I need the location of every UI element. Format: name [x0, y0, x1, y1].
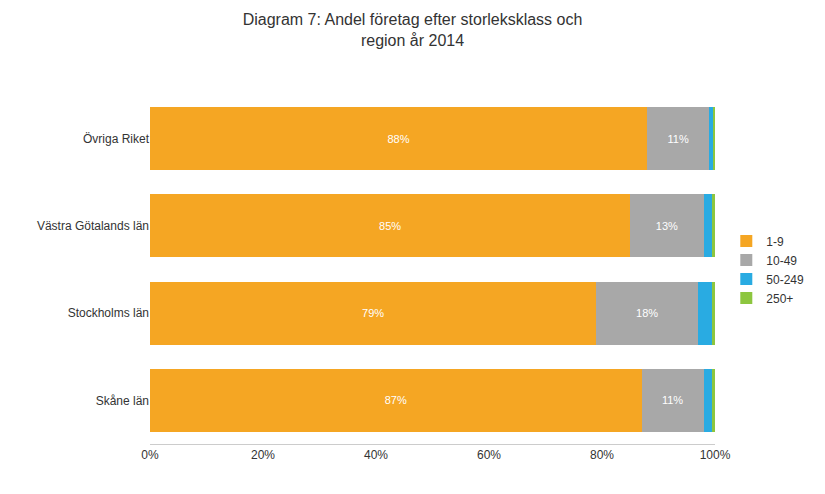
svg-text:18%: 18%	[636, 307, 658, 319]
svg-text:50-249: 50-249	[766, 273, 804, 287]
svg-text:Övriga Riket: Övriga Riket	[83, 132, 150, 146]
svg-text:79%: 79%	[362, 307, 384, 319]
svg-text:40%: 40%	[364, 448, 388, 462]
svg-text:Skåne län: Skåne län	[96, 394, 149, 408]
svg-text:100%: 100%	[700, 448, 731, 462]
svg-text:10-49: 10-49	[766, 254, 797, 268]
svg-text:Västra Götalands län: Västra Götalands län	[37, 219, 149, 233]
svg-text:11%: 11%	[668, 133, 689, 145]
svg-text:11%: 11%	[662, 394, 683, 406]
svg-text:250+: 250+	[766, 292, 793, 306]
svg-text:87%: 87%	[385, 394, 407, 406]
svg-text:20%: 20%	[251, 448, 275, 462]
svg-text:85%: 85%	[379, 220, 401, 232]
svg-text:60%: 60%	[477, 448, 501, 462]
svg-text:13%: 13%	[656, 220, 678, 232]
svg-text:88%: 88%	[387, 133, 409, 145]
svg-text:80%: 80%	[590, 448, 614, 462]
svg-text:Stockholms län: Stockholms län	[68, 306, 149, 320]
svg-text:Diagram 7: Andel företag efter: Diagram 7: Andel företag efter storleksk…	[243, 11, 583, 49]
svg-text:0%: 0%	[141, 448, 159, 462]
svg-text:1-9: 1-9	[766, 235, 784, 249]
